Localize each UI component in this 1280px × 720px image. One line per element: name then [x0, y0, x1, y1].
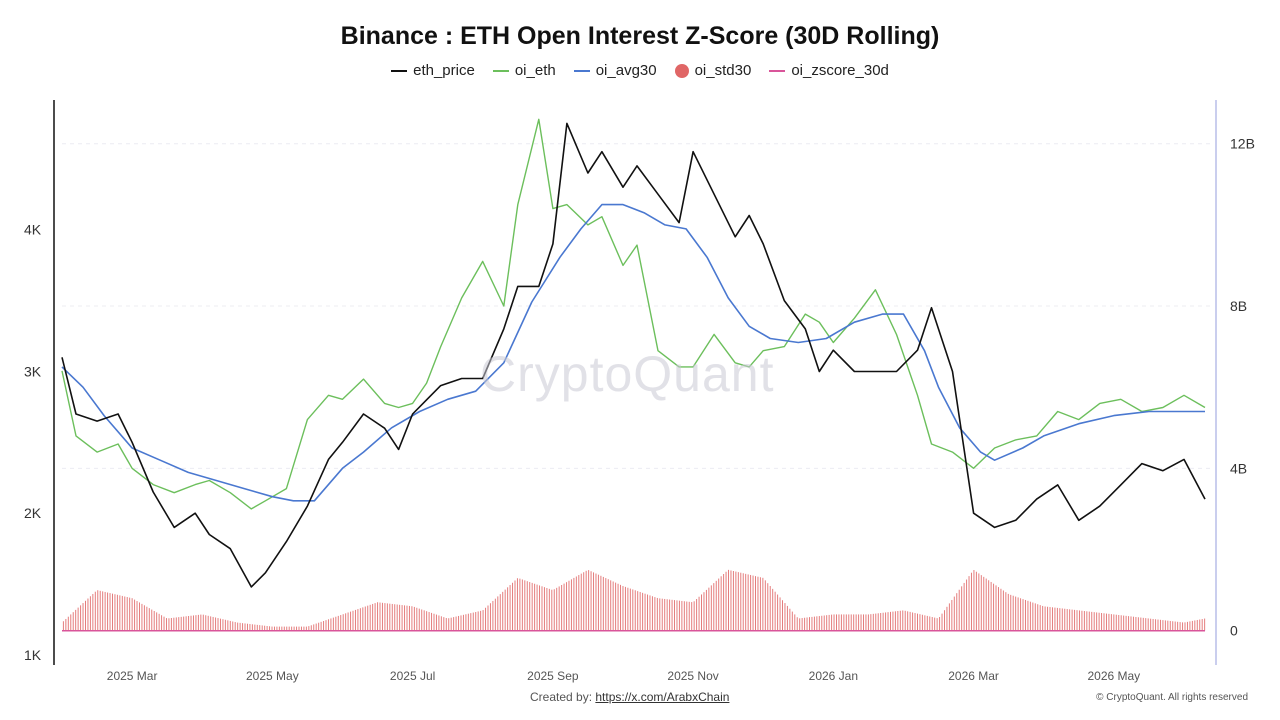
- legend-swatch-oi-avg30: [573, 69, 590, 72]
- legend-swatch-oi-zscore-30d: [769, 69, 786, 72]
- x-axis-tick-label: 2025 Mar: [107, 669, 158, 683]
- series-line-eth-price: [61, 122, 1206, 588]
- footer-created-prefix: Created by:: [530, 690, 596, 704]
- legend-item-oi-avg30[interactable]: oi_avg30: [573, 62, 657, 79]
- x-axis-tick-label: 2026 Mar: [948, 669, 999, 683]
- legend-label: oi_std30: [694, 62, 752, 79]
- series-line-oi-eth: [61, 118, 1206, 510]
- legend-item-oi-eth[interactable]: oi_eth: [492, 62, 556, 79]
- x-axis-tick-label: 2025 May: [246, 669, 299, 683]
- chart-title: Binance : ETH Open Interest Z-Score (30D…: [340, 22, 940, 50]
- legend-swatch-eth-price: [391, 69, 408, 72]
- legend-label: oi_eth: [514, 62, 556, 79]
- footer-created: Created by: https://x.com/ArabxChain: [530, 690, 729, 704]
- right-axis-tick-label: 0: [1230, 623, 1238, 639]
- legend-item-oi-zscore-30d[interactable]: oi_zscore_30d: [769, 62, 889, 79]
- x-axis-tick-label: 2025 Jul: [390, 669, 435, 683]
- series-line-oi-avg30: [61, 203, 1205, 502]
- legend-label: oi_avg30: [595, 62, 657, 79]
- legend-item-oi-std30[interactable]: oi_std30: [674, 62, 752, 79]
- right-axis-tick-label: 8B: [1230, 298, 1247, 314]
- right-axis-tick-label: 12B: [1230, 136, 1255, 152]
- x-axis-tick-label: 2025 Sep: [527, 669, 579, 683]
- footer-copyright: © CryptoQuant. All rights reserved: [1096, 692, 1248, 703]
- left-axis-tick-label: 3K: [24, 363, 42, 379]
- left-axis-tick-label: 2K: [24, 505, 42, 521]
- legend-label: oi_zscore_30d: [791, 62, 889, 79]
- legend-label: eth_price: [413, 62, 475, 79]
- legend: eth_price oi_eth oi_avg30 oi_std30 oi_zs…: [0, 62, 1280, 79]
- x-axis-tick-label: 2025 Nov: [667, 669, 718, 683]
- legend-swatch-oi-eth: [492, 69, 509, 72]
- left-axis-tick-label: 4K: [24, 222, 42, 238]
- legend-swatch-oi-std30: [674, 63, 689, 78]
- right-axis-tick-label: 4B: [1230, 460, 1247, 476]
- x-axis-tick-label: 2026 May: [1087, 669, 1140, 683]
- footer-created-link[interactable]: https://x.com/ArabxChain: [595, 690, 730, 704]
- legend-item-eth-price[interactable]: eth_price: [391, 62, 475, 79]
- watermark: CryptoQuant: [480, 346, 775, 402]
- x-axis-tick-label: 2026 Jan: [809, 669, 858, 683]
- left-axis-tick-label: 1K: [24, 647, 42, 663]
